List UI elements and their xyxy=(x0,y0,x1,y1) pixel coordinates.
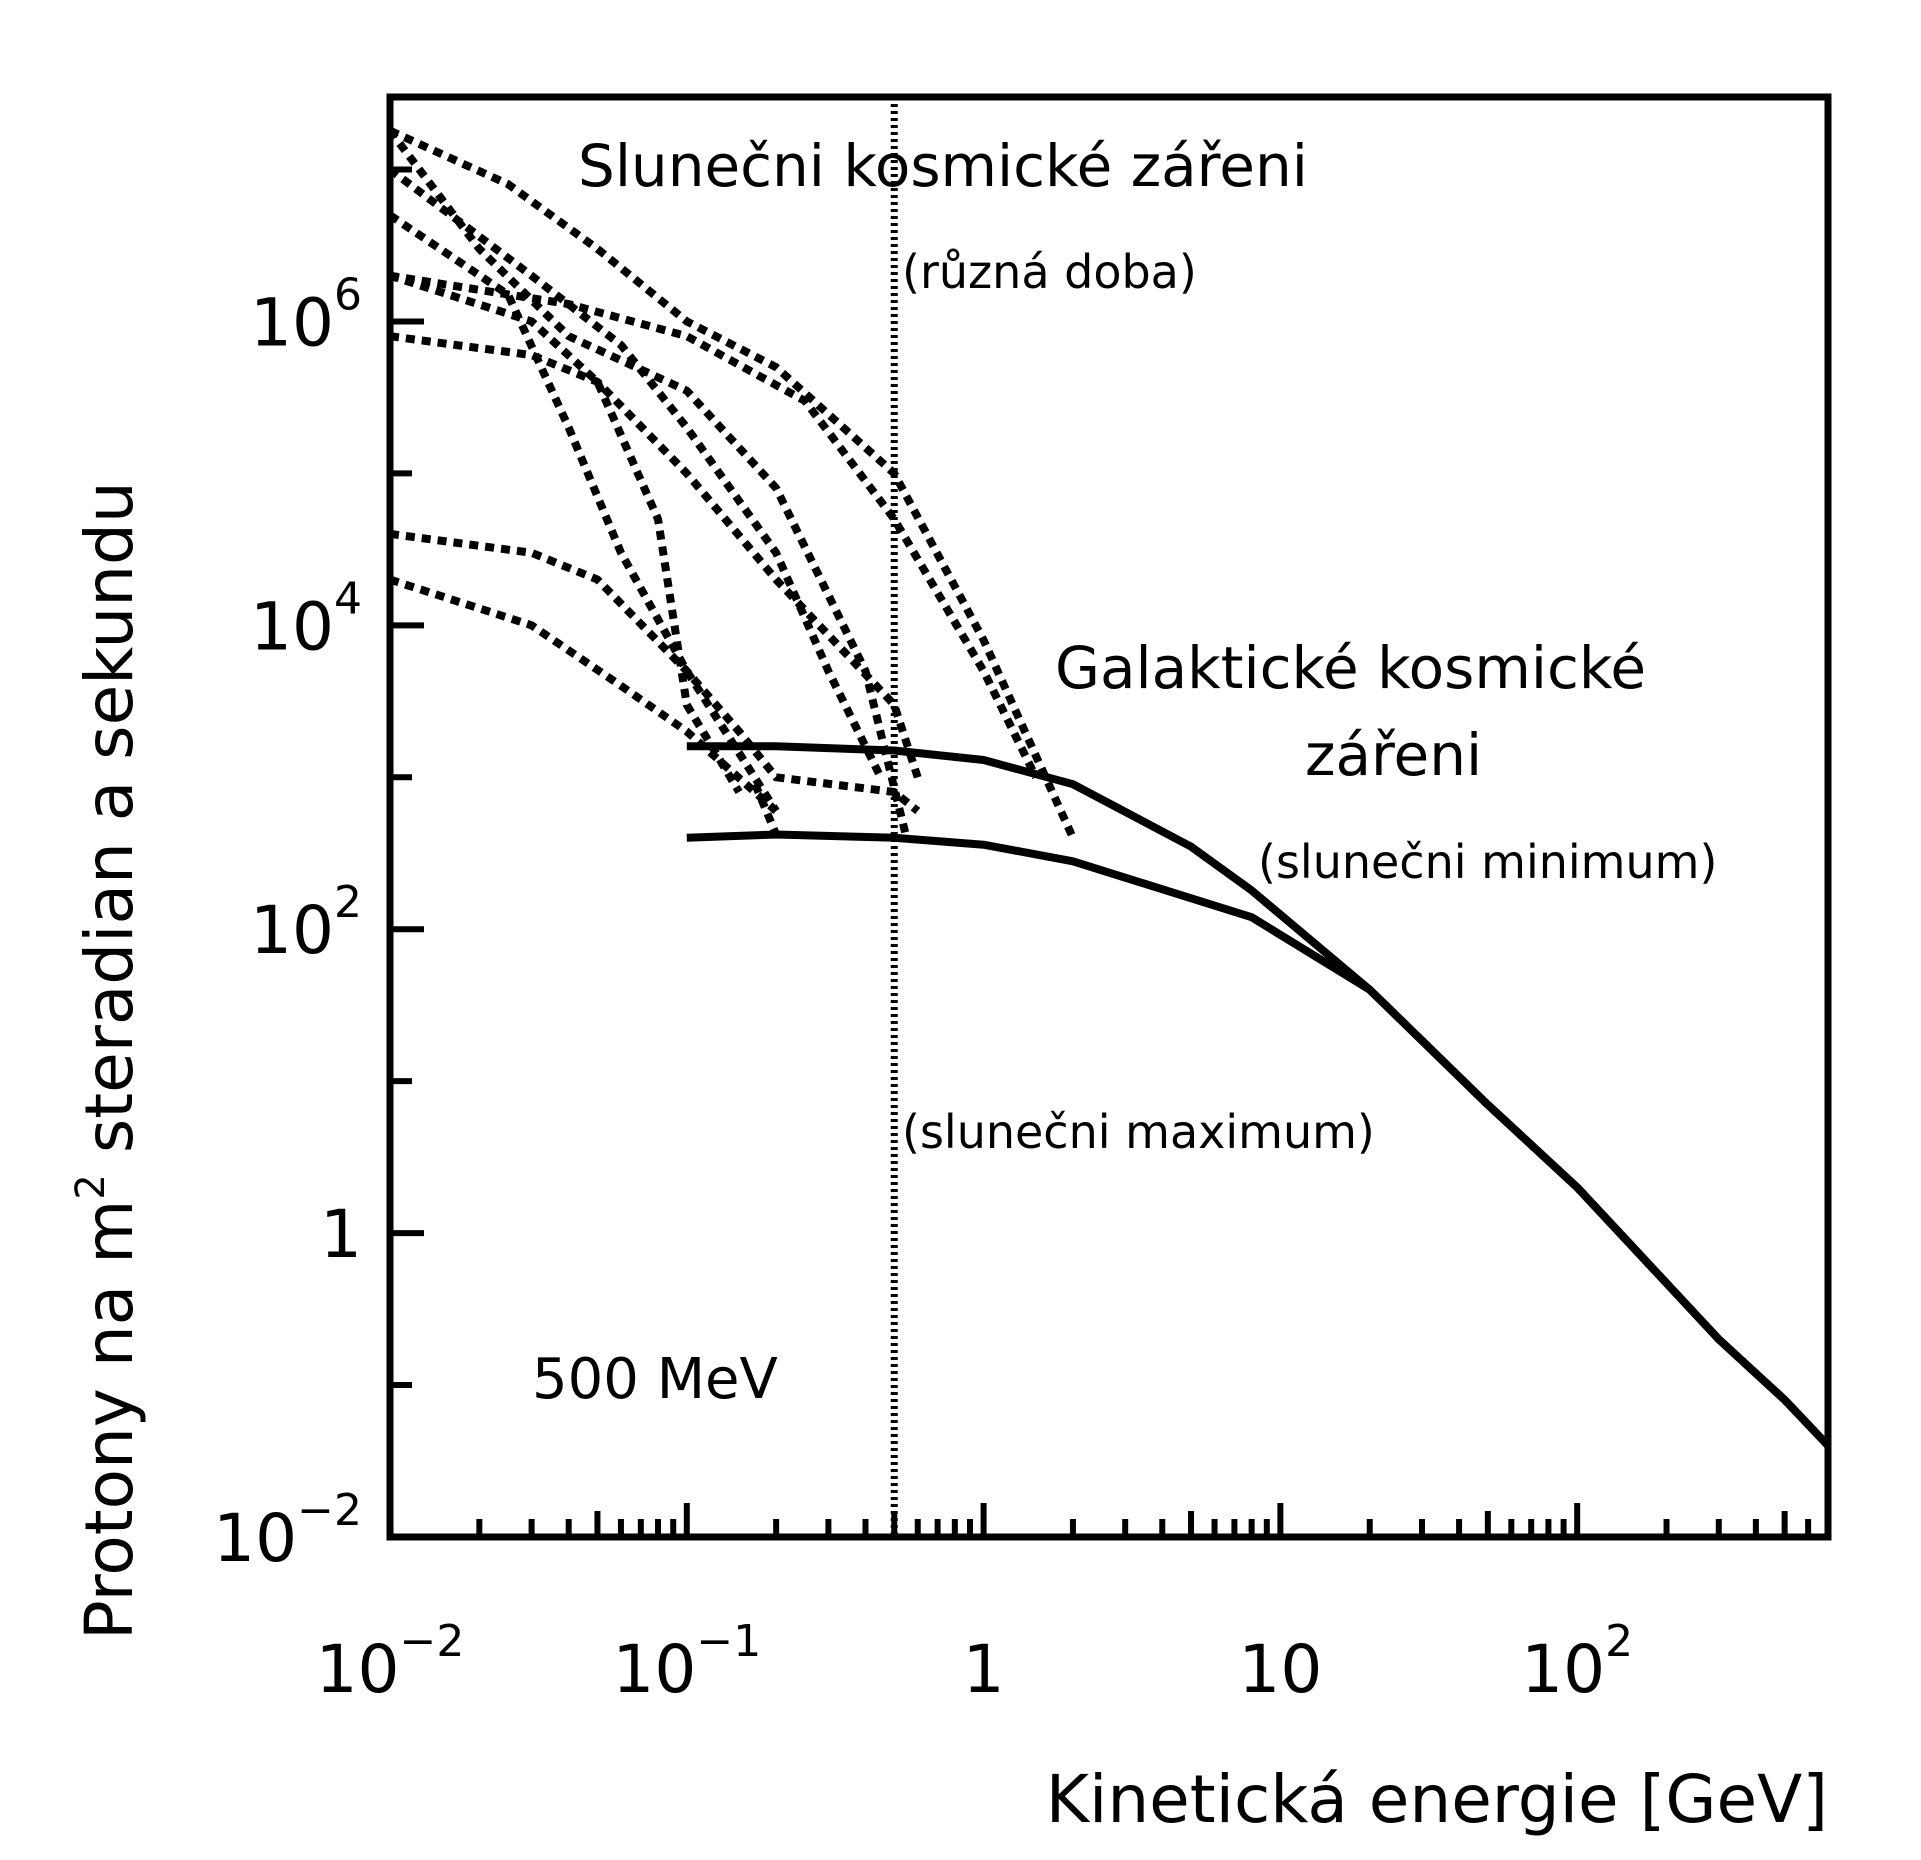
annotation-solar-title: Slunečni kosmické zářeni xyxy=(578,132,1308,200)
solar-series-line-3 xyxy=(390,128,911,839)
annotation-solar-min: (slunečni minimum) xyxy=(1258,835,1717,889)
y-axis-label-sup: 2 xyxy=(68,1174,114,1199)
x-tick-label: 1 xyxy=(963,1631,1005,1708)
series-layer xyxy=(390,127,1828,1449)
y-axis-label: Protony na m2 steradian a sekundu xyxy=(68,481,148,1640)
solar-series-line-1 xyxy=(390,127,1077,840)
x-tick-label: 10−1 xyxy=(612,1616,761,1708)
annotation-galactic-title-2: zářeni xyxy=(1305,721,1482,789)
y-tick-label: 104 xyxy=(250,573,362,665)
solar-series-line-5 xyxy=(390,332,922,779)
reference-line-label: 500 MeV xyxy=(532,1347,778,1412)
y-tick-label: 106 xyxy=(250,269,362,361)
annotation-solar-sub: (různá doba) xyxy=(902,245,1197,299)
plot-frame xyxy=(386,93,1832,1541)
galactic-series-solar-max xyxy=(686,830,1828,1449)
solar-series-line-2 xyxy=(390,271,1040,780)
y-tick-label: 1 xyxy=(320,1196,362,1273)
x-axis-label: Kinetická energie [GeV] xyxy=(1046,1761,1828,1838)
tick-labels-layer: 10−2 10−1 1 10 102 10−2 1 102 104 106 xyxy=(213,269,1633,1708)
solar-series-line-8 xyxy=(390,575,779,814)
annotation-solar-max: (slunečni maximum) xyxy=(902,1105,1375,1159)
annotation-galactic-title-1: Galaktické kosmické xyxy=(1055,634,1646,702)
solar-series-line-9 xyxy=(390,271,743,795)
y-axis-label-main: Protony na m xyxy=(71,1200,148,1640)
x-tick-label: 102 xyxy=(1521,1616,1633,1708)
x-tick-label: 10−2 xyxy=(316,1616,465,1708)
solar-series-line-4 xyxy=(390,166,885,780)
y-tick-label: 102 xyxy=(250,877,362,969)
y-axis-label-rest: steradian a sekundu xyxy=(71,481,148,1174)
solar-series-line-7 xyxy=(390,529,921,815)
x-tick-label: 10 xyxy=(1238,1631,1322,1708)
y-tick-label: 10−2 xyxy=(213,1485,362,1577)
solar-series-line-6 xyxy=(390,211,780,814)
